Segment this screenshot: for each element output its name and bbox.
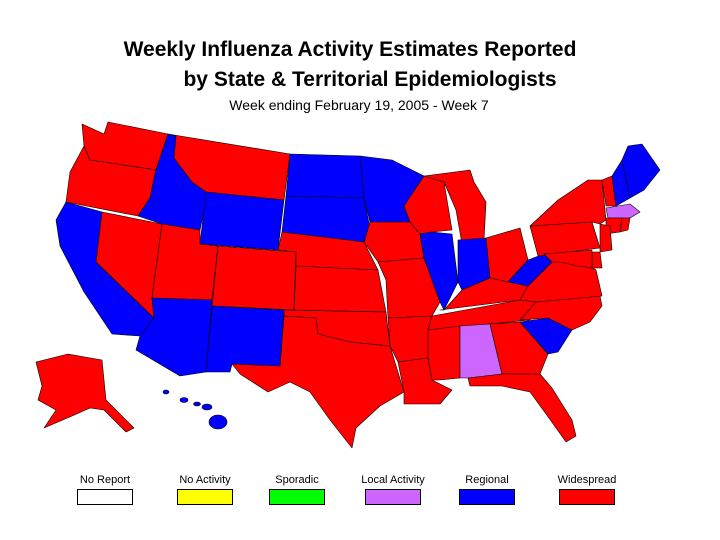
legend-label: Local Activity <box>361 474 425 486</box>
legend-swatch <box>365 489 421 505</box>
map-title-line2: by State & Territorial Epidemiologists <box>183 68 557 91</box>
state-MD <box>543 249 593 269</box>
legend-swatch <box>459 489 515 505</box>
legend-item: No Activity <box>160 474 250 505</box>
map-title-line1: Weekly Influenza Activity Estimates Repo… <box>123 38 577 61</box>
legend-swatch <box>177 489 233 505</box>
state-FL <box>467 373 577 443</box>
legend-swatch <box>559 489 615 505</box>
legend-label: Regional <box>465 474 509 486</box>
legend-label: No Activity <box>179 474 231 486</box>
map-subtitle: Week ending February 19, 2005 - Week 7 <box>229 97 489 113</box>
state-AR <box>387 315 433 363</box>
legend-item: Local Activity <box>348 474 438 505</box>
state-CO <box>211 245 297 311</box>
state-MS <box>427 325 461 381</box>
state-NJ <box>599 223 613 253</box>
state-SC <box>519 317 573 355</box>
state-IL <box>419 231 459 311</box>
state-RI <box>619 217 631 233</box>
legend-item: No Report <box>60 474 150 505</box>
state-HI <box>162 389 228 430</box>
legend-swatch <box>269 489 325 505</box>
state-AZ <box>135 297 213 377</box>
state-GA <box>489 321 549 375</box>
legend-swatch <box>77 489 133 505</box>
legend-item: Sporadic <box>252 474 342 505</box>
state-NM <box>205 305 285 373</box>
state-TX <box>231 315 405 449</box>
state-WY <box>199 191 285 251</box>
legend-label: Sporadic <box>275 474 319 486</box>
state-AK <box>35 353 135 433</box>
state-ND <box>285 153 365 199</box>
legend-item: Regional <box>442 474 532 505</box>
state-MA <box>605 203 641 219</box>
legend-label: Widespread <box>557 474 617 486</box>
state-ME <box>621 143 661 199</box>
state-KS <box>293 265 387 313</box>
legend-item: Widespread <box>542 474 632 505</box>
state-DE <box>591 251 603 269</box>
legend-label: No Report <box>79 474 131 486</box>
state-NY <box>529 179 607 227</box>
